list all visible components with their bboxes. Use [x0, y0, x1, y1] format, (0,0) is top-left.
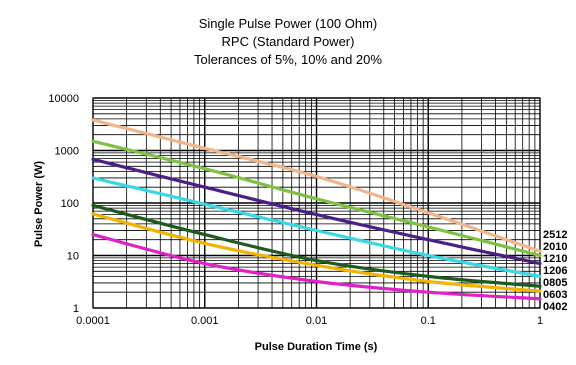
series-label-1206: 1206: [543, 265, 567, 277]
x-tick-label: 0.1: [421, 315, 436, 327]
x-tick-label: 0.001: [191, 315, 219, 327]
series-label-2512: 2512: [543, 229, 567, 241]
series-label-1210: 1210: [543, 253, 567, 265]
series-label-2010: 2010: [543, 241, 567, 253]
chart-title-line-1: Single Pulse Power (100 Ohm): [199, 16, 377, 31]
y-tick-label: 1000: [55, 146, 79, 158]
series-line-0805: [91, 203, 542, 288]
x-axis-title: Pulse Duration Time (s): [255, 341, 378, 353]
y-tick-label: 10: [67, 251, 79, 263]
series-line-2010: [91, 139, 542, 258]
series-label-0402: 0402: [543, 301, 567, 313]
grid: [92, 97, 541, 309]
y-tick-label: 100: [61, 198, 79, 210]
y-axis-title: Pulse Power (W): [33, 161, 45, 248]
y-tick-label: 1: [73, 303, 79, 315]
chart-title-line-3: Tolerances of 5%, 10% and 20%: [194, 52, 382, 67]
x-tick-label: 1: [537, 315, 543, 327]
series-lines: [91, 118, 542, 301]
series-line-1210: [91, 157, 542, 266]
series-line-2512: [91, 118, 542, 253]
chart-title-line-2: RPC (Standard Power): [222, 34, 355, 49]
tick-labels: 0.0001 0.001 0.01 0.1 1 1 10 100 1000 10000: [48, 93, 543, 327]
series-line-1206: [91, 176, 542, 278]
x-tick-label: 0.01: [306, 315, 327, 327]
series-line-0402: [91, 233, 542, 301]
series-label-0805: 0805: [543, 277, 567, 289]
series-label-0603: 0603: [543, 289, 567, 301]
x-tick-label: 0.0001: [76, 315, 110, 327]
series-line-0603: [91, 212, 542, 293]
y-tick-label: 10000: [48, 93, 79, 105]
